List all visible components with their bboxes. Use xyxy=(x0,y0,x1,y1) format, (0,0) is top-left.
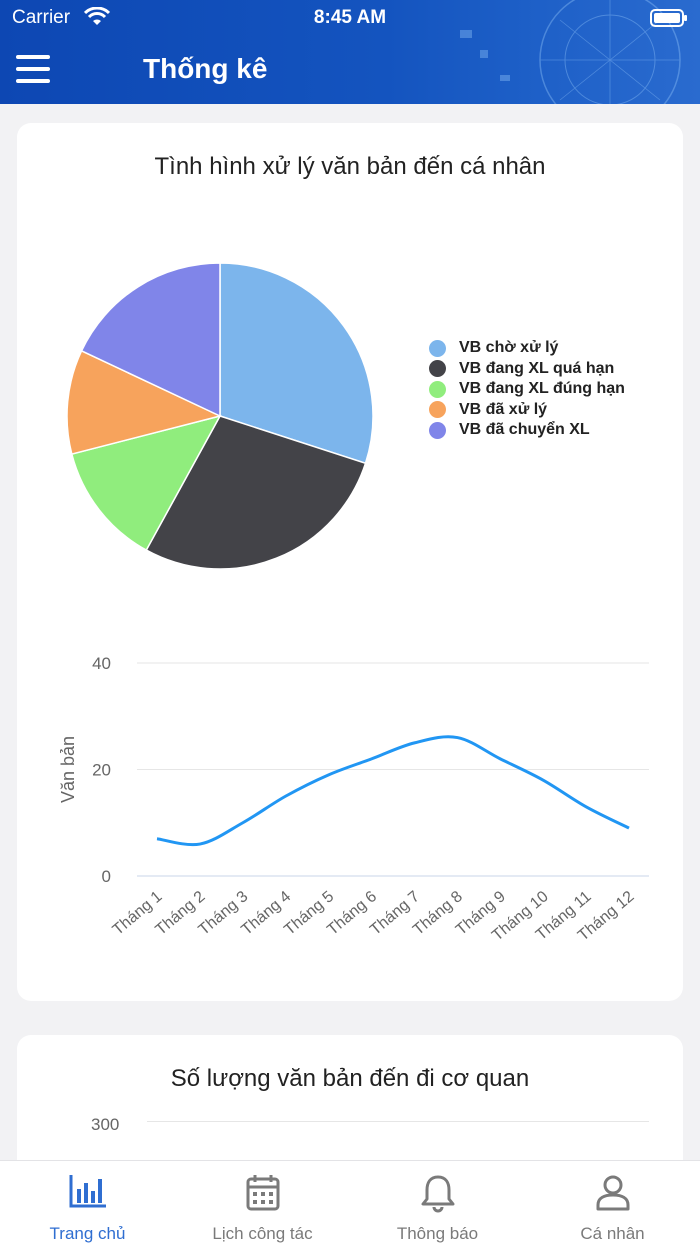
pie-chart xyxy=(67,263,374,570)
data-point[interactable] xyxy=(240,820,245,825)
calendar-icon xyxy=(246,1175,280,1211)
pie-slice[interactable] xyxy=(70,414,222,552)
y-tick-label: 0 xyxy=(102,867,111,886)
data-point[interactable] xyxy=(369,756,374,761)
series-line xyxy=(156,735,630,847)
y-axis-label: Văn bản xyxy=(58,736,78,803)
tab-label: Lịch công tác xyxy=(212,1224,313,1243)
legend-marker xyxy=(429,401,446,419)
hamburger-menu-icon[interactable] xyxy=(16,55,50,83)
user-icon xyxy=(596,1175,630,1211)
legend-item[interactable]: VB đã xử lý xyxy=(429,400,625,421)
data-point[interactable] xyxy=(541,778,546,783)
legend-marker xyxy=(429,380,446,398)
page-title: Thống kê xyxy=(143,53,268,84)
pie-slice[interactable] xyxy=(67,349,223,455)
legend-label: VB đang XL quá hạn xyxy=(459,359,615,377)
data-point[interactable] xyxy=(155,836,160,841)
tab-label: Cá nhân xyxy=(580,1224,645,1243)
data-point[interactable] xyxy=(627,826,632,831)
data-point[interactable] xyxy=(197,842,202,847)
data-point[interactable] xyxy=(326,772,331,777)
legend-item[interactable]: VB đang XL đúng hạn xyxy=(429,379,625,400)
app-header: Carrier 8:45 AM Thống kê xyxy=(0,0,700,104)
legend-label: VB đang XL đúng hạn xyxy=(459,380,625,398)
bell-icon xyxy=(421,1175,455,1213)
grid-line xyxy=(147,1121,649,1122)
tab-label: Trang chủ xyxy=(49,1224,126,1243)
pie-legend: VB chờ xử lý VB đang XL quá hạn VB đang XL… xyxy=(429,338,625,441)
header-decoration xyxy=(460,0,681,104)
battery-icon xyxy=(650,9,687,27)
tab-profile[interactable]: Cá nhân xyxy=(525,1161,700,1244)
tab-home[interactable]: Trang chủ xyxy=(0,1161,175,1244)
bar-chart-icon xyxy=(69,1175,106,1208)
bottom-tab-bar: Trang chủ Lịch công tác Thông báo Cá nhâ… xyxy=(0,1160,700,1244)
pie-slice[interactable] xyxy=(219,263,374,465)
legend-item[interactable]: VB chờ xử lý xyxy=(429,338,625,359)
legend-label: VB đã xử lý xyxy=(459,400,548,418)
y-tick-label: 20 xyxy=(92,761,111,780)
legend-marker xyxy=(429,339,446,357)
tab-label: Thông báo xyxy=(396,1224,479,1243)
data-point[interactable] xyxy=(283,794,288,799)
carrier-label: Carrier xyxy=(12,7,71,28)
data-point[interactable] xyxy=(455,735,460,740)
legend-item[interactable]: VB đã chuyển XL xyxy=(429,420,625,441)
data-point[interactable] xyxy=(584,804,589,809)
data-point[interactable] xyxy=(498,756,503,761)
tab-schedule[interactable]: Lịch công tác xyxy=(175,1161,350,1244)
y-tick-label: 300 xyxy=(91,1115,120,1134)
status-bar: Carrier 8:45 AM xyxy=(0,0,700,36)
pie-slice[interactable] xyxy=(145,415,367,570)
wifi-icon xyxy=(84,7,110,25)
card-title: Số lượng văn bản đến đi cơ quan xyxy=(170,1065,530,1092)
legend-marker xyxy=(429,421,446,439)
legend-label: VB chờ xử lý xyxy=(459,339,559,357)
data-point[interactable] xyxy=(412,740,417,745)
personal-document-status-card: Tình hình xử lý văn bản đến cá nhân VB c… xyxy=(17,123,683,1001)
status-time: 8:45 AM xyxy=(313,7,387,28)
legend-item[interactable]: VB đang XL quá hạn xyxy=(429,359,625,380)
y-tick-label: 40 xyxy=(92,654,111,673)
card-title: Tình hình xử lý văn bản đến cá nhân xyxy=(154,153,546,180)
tab-notifications[interactable]: Thông báo xyxy=(350,1161,525,1244)
pie-slice[interactable] xyxy=(80,263,221,418)
legend-label: VB đã chuyển XL xyxy=(459,421,590,439)
legend-marker xyxy=(429,360,446,378)
